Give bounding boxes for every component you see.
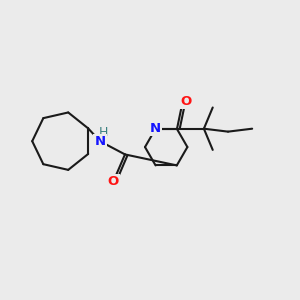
Text: N: N [94, 135, 106, 148]
Text: O: O [180, 94, 191, 107]
Text: N: N [150, 122, 161, 135]
Text: O: O [108, 175, 119, 188]
Text: H: H [99, 126, 108, 140]
